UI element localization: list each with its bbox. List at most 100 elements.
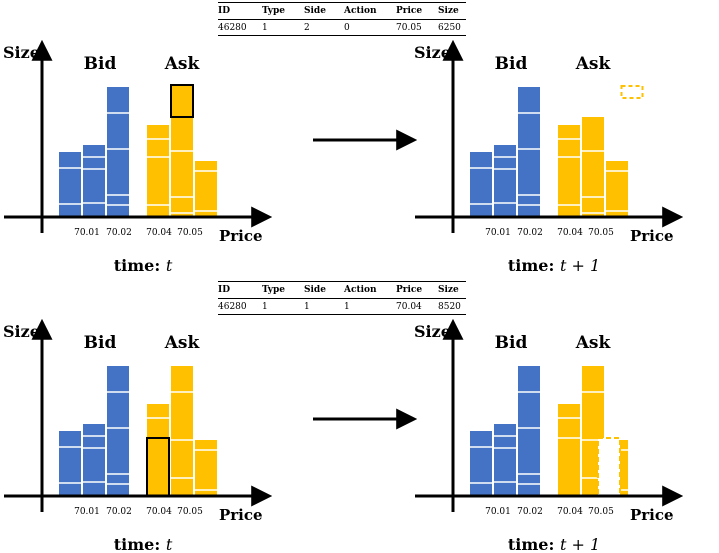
cell-action: 1: [344, 301, 350, 312]
price-axis-label: Price: [630, 227, 674, 245]
cell-side: 2: [304, 22, 310, 33]
bid-bar-70.02: [518, 366, 540, 496]
bid-bar-70.01: [494, 424, 516, 496]
tick-label: 70.04: [146, 228, 172, 238]
cell-id: 46280: [218, 22, 247, 33]
time-caption-prefix: time:: [114, 535, 166, 553]
th-price: Price: [396, 285, 423, 295]
tick-label: 70.02: [517, 507, 543, 517]
bar-fill: [470, 152, 492, 217]
bar-fill: [83, 424, 105, 496]
bar-fill: [558, 125, 580, 217]
bar-fill: [518, 366, 540, 496]
size-axis-label: Size: [414, 322, 451, 341]
ask-bar-70.04: [558, 404, 580, 496]
order-message-table-bottom: ID Type Side Action Price Size 46280 1 1…: [218, 281, 466, 315]
cell-id: 46280: [218, 301, 247, 312]
cell-type: 1: [262, 22, 268, 33]
bar-fill: [83, 145, 105, 217]
price-axis-label: Price: [219, 227, 263, 245]
th-side: Side: [304, 6, 326, 16]
ask-heading: Ask: [575, 54, 612, 74]
bar-fill: [606, 161, 628, 217]
time-caption: time: t: [114, 535, 173, 553]
tick-label: 70.05: [177, 228, 203, 238]
bid-bar-70.02: [518, 87, 540, 217]
tick-label: 70.01: [485, 228, 511, 238]
table-row: 46280 1 1 1 70.04 8520: [218, 299, 466, 315]
th-action: Action: [344, 6, 377, 16]
cell-side: 1: [304, 301, 310, 312]
th-side: Side: [304, 285, 326, 295]
bid-bar-70.00: [59, 431, 81, 496]
ask-bar-70.06: [195, 440, 217, 496]
bar-fill: [494, 145, 516, 217]
time-caption-prefix: time:: [508, 256, 560, 275]
time-caption-value: t + 1: [560, 256, 600, 275]
tick-label: 70.01: [485, 507, 511, 517]
time-caption: time: t + 1: [508, 535, 600, 553]
cell-price: 70.04: [396, 301, 422, 312]
th-type: Type: [262, 285, 285, 295]
ask-heading: Ask: [164, 333, 201, 353]
ask-heading: Ask: [164, 54, 201, 74]
time-caption: time: t: [114, 256, 173, 275]
bar-fill: [59, 431, 81, 496]
time-caption-prefix: time:: [114, 256, 166, 275]
new-order-block: [170, 84, 194, 118]
time-caption-value: t + 1: [560, 535, 600, 553]
time-caption-prefix: time:: [508, 535, 560, 553]
bar-fill: [494, 424, 516, 496]
ask-bar-70.05: [171, 366, 193, 496]
bar-fill: [107, 87, 129, 217]
tick-label: 70.05: [588, 507, 614, 517]
size-axis-label: Size: [3, 322, 40, 341]
bid-bar-70.00: [470, 152, 492, 217]
bid-bar-70.01: [83, 424, 105, 496]
bid-bar-70.01: [494, 145, 516, 217]
tick-label: 70.01: [74, 507, 100, 517]
order-book-panel-4: Size Price Bid Ask 70.01 70.02 70.04 70.05 time:…: [414, 318, 684, 553]
tick-label: 70.04: [146, 507, 172, 517]
tick-label: 70.02: [106, 507, 132, 517]
bar-fill: [518, 87, 540, 217]
bid-heading: Bid: [495, 333, 528, 353]
tick-label: 70.01: [74, 228, 100, 238]
th-price: Price: [396, 6, 423, 16]
tick-label: 70.05: [177, 507, 203, 517]
time-caption: time: t + 1: [508, 256, 600, 275]
th-id: ID: [218, 6, 231, 16]
cell-size: 6250: [438, 22, 461, 33]
bid-bar-70.00: [470, 431, 492, 496]
bar-fill: [59, 152, 81, 217]
ask-bar-70.06: [195, 161, 217, 217]
added-order-outline: [620, 85, 644, 99]
bar-fill: [195, 161, 217, 217]
tick-label: 70.04: [557, 507, 583, 517]
removed-order-outline: [597, 437, 621, 497]
tick-label: 70.02: [517, 228, 543, 238]
order-message-table-top: ID Type Side Action Price Size 46280 1 2…: [218, 2, 466, 36]
time-caption-value: t: [166, 256, 173, 275]
ask-heading: Ask: [575, 333, 612, 353]
cell-type: 1: [262, 301, 268, 312]
ask-bar-70.04: [558, 125, 580, 217]
ask-bar-70.05: [171, 117, 193, 217]
bid-bar-70.02: [107, 366, 129, 496]
size-axis-label: Size: [414, 43, 451, 62]
ask-bar-70.04: [147, 125, 169, 217]
cell-size: 8520: [438, 301, 461, 312]
th-action: Action: [344, 285, 377, 295]
th-size: Size: [438, 6, 459, 16]
order-book-panel-3: Size Price Bid Ask 70.01 70.02 70.04 70.05 time:…: [3, 318, 273, 553]
bar-fill: [558, 404, 580, 496]
bid-heading: Bid: [84, 54, 117, 74]
tick-label: 70.04: [557, 228, 583, 238]
order-book-panel-1: Size Price Bid Ask 70.01 70.02 70.04 70.05 time:…: [3, 39, 273, 275]
bar-fill: [147, 125, 169, 217]
bid-bar-70.02: [107, 87, 129, 217]
order-to-remove-block: [146, 437, 170, 497]
ask-bar-70.06: [606, 161, 628, 217]
th-type: Type: [262, 6, 285, 16]
